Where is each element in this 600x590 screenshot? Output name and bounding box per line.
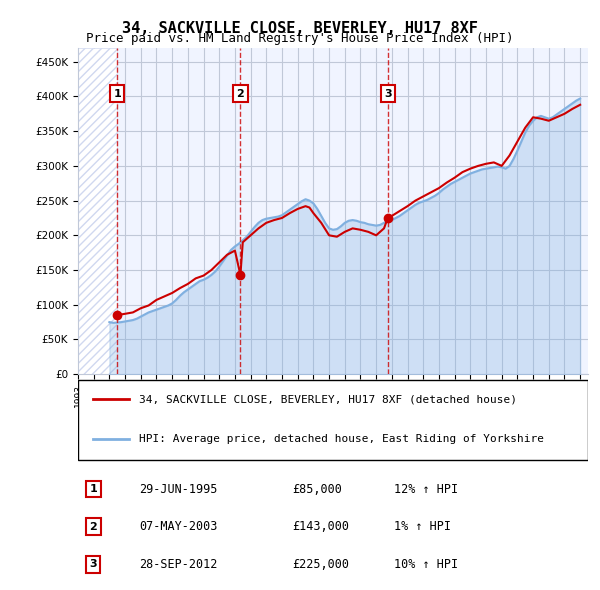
Text: £143,000: £143,000 bbox=[292, 520, 349, 533]
Text: £85,000: £85,000 bbox=[292, 483, 342, 496]
Text: HPI: Average price, detached house, East Riding of Yorkshire: HPI: Average price, detached house, East… bbox=[139, 434, 544, 444]
Text: 3: 3 bbox=[384, 88, 392, 99]
Text: £225,000: £225,000 bbox=[292, 558, 349, 571]
Text: 3: 3 bbox=[89, 559, 97, 569]
Text: 1: 1 bbox=[113, 88, 121, 99]
Text: 34, SACKVILLE CLOSE, BEVERLEY, HU17 8XF (detached house): 34, SACKVILLE CLOSE, BEVERLEY, HU17 8XF … bbox=[139, 394, 517, 404]
Text: 2: 2 bbox=[89, 522, 97, 532]
Text: 34, SACKVILLE CLOSE, BEVERLEY, HU17 8XF: 34, SACKVILLE CLOSE, BEVERLEY, HU17 8XF bbox=[122, 21, 478, 35]
Text: 29-JUN-1995: 29-JUN-1995 bbox=[139, 483, 218, 496]
Text: 1: 1 bbox=[89, 484, 97, 494]
Text: 12% ↑ HPI: 12% ↑ HPI bbox=[394, 483, 458, 496]
Text: 07-MAY-2003: 07-MAY-2003 bbox=[139, 520, 218, 533]
Text: 28-SEP-2012: 28-SEP-2012 bbox=[139, 558, 218, 571]
Text: 2: 2 bbox=[236, 88, 244, 99]
Text: Price paid vs. HM Land Registry's House Price Index (HPI): Price paid vs. HM Land Registry's House … bbox=[86, 32, 514, 45]
Text: 1% ↑ HPI: 1% ↑ HPI bbox=[394, 520, 451, 533]
Text: 10% ↑ HPI: 10% ↑ HPI bbox=[394, 558, 458, 571]
FancyBboxPatch shape bbox=[78, 379, 588, 460]
